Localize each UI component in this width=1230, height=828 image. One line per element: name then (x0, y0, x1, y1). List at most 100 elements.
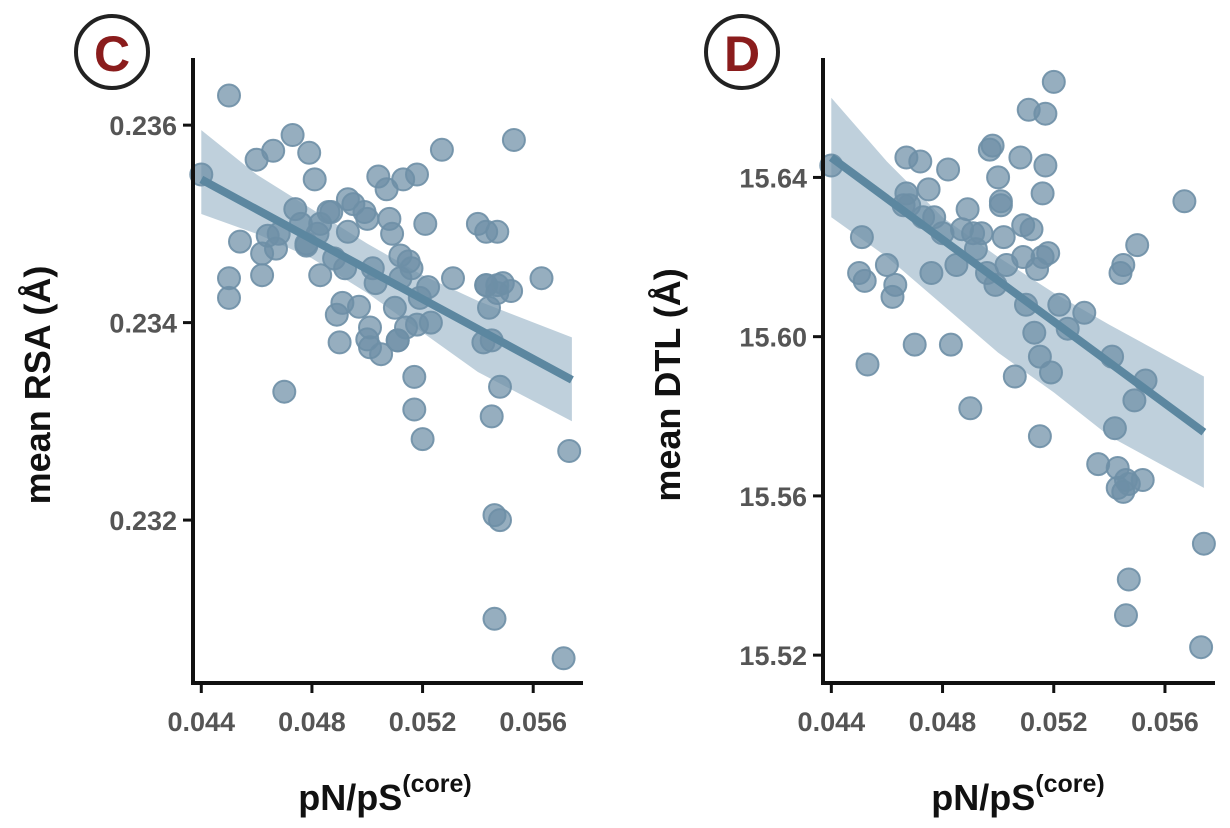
data-point (488, 508, 512, 533)
data-point (1086, 452, 1111, 477)
data-point (874, 253, 899, 277)
y-tick-label: 0.232 (109, 506, 177, 536)
panel-d-dtl-chart: D mean DTL (Å) pN/pS(core) 0.044 0.048 0.0… (647, 14, 1216, 818)
data-point (1072, 300, 1097, 325)
data-point (916, 177, 941, 202)
x-tick-label: 0.048 (278, 707, 346, 737)
data-point (1172, 189, 1197, 214)
data-point (327, 330, 352, 355)
data-point (217, 285, 241, 310)
data-point (382, 295, 407, 320)
data-point (488, 374, 512, 399)
data-point (499, 279, 524, 303)
data-point (319, 200, 344, 224)
data-point (529, 266, 554, 291)
y-axis-title: mean DTL (Å) (647, 268, 688, 501)
data-point (1019, 217, 1044, 242)
data-point (908, 149, 933, 174)
x-tick-label: 0.044 (168, 707, 236, 737)
data-point (441, 266, 465, 291)
data-point (849, 225, 874, 250)
x-axis-title-main: pN/pS (298, 777, 402, 818)
data-point (1047, 292, 1072, 317)
data-point (955, 197, 980, 222)
data-point (297, 140, 322, 165)
panel-label-d: D (724, 26, 760, 82)
data-point (980, 133, 1005, 158)
data-point (1036, 241, 1061, 266)
data-point (958, 396, 983, 421)
regression-line (828, 154, 1207, 436)
data-point (855, 352, 880, 377)
data-point (1033, 153, 1058, 178)
data-point (1130, 468, 1155, 492)
y-axis-title: mean RSA (Å) (17, 266, 58, 505)
data-point (358, 315, 382, 340)
panel-label-circle (704, 14, 780, 90)
data-point (308, 263, 333, 288)
data-point (250, 263, 275, 288)
x-axis-title-main: pN/pS (931, 777, 1035, 818)
x-tick-label: 0.052 (1020, 707, 1088, 737)
data-point (1002, 364, 1027, 389)
data-point (429, 137, 454, 162)
data-point (551, 646, 576, 671)
data-point (485, 219, 510, 244)
x-tick-label: 0.048 (909, 707, 977, 737)
data-point (501, 128, 526, 152)
data-point (1027, 424, 1052, 449)
x-axis-title: pN/pS(core) (931, 770, 1104, 818)
data-point (347, 294, 371, 319)
y-tick-label: 15.52 (739, 641, 807, 671)
data-point (1122, 388, 1147, 413)
data-point (402, 397, 427, 422)
data-point (883, 272, 908, 297)
data-point (261, 138, 286, 163)
panel-label-badge-c: C (74, 14, 150, 90)
data-point (938, 332, 963, 357)
data-point (228, 229, 252, 254)
data-point (902, 332, 927, 357)
data-point (1191, 531, 1216, 556)
data-point (986, 165, 1011, 190)
data-point (369, 342, 394, 367)
panel-label-badge-d: D (704, 14, 780, 90)
data-point (1189, 635, 1214, 660)
data-point (557, 439, 582, 463)
data-point (355, 206, 380, 231)
data-point (1125, 233, 1150, 258)
data-point (1111, 253, 1136, 277)
data-point (1022, 320, 1047, 345)
data-point (302, 167, 327, 192)
y-tick-label: 15.64 (739, 163, 807, 193)
y-tick-label: 0.236 (109, 111, 177, 141)
data-point (402, 364, 427, 389)
panel-label-c: C (94, 26, 130, 82)
data-point (988, 193, 1013, 218)
y-tick-label: 15.56 (739, 482, 807, 512)
x-tick-label: 0.056 (1131, 707, 1199, 737)
data-point (852, 268, 877, 293)
data-point (380, 221, 405, 246)
data-point (272, 379, 297, 404)
x-tick-label: 0.056 (499, 707, 567, 737)
panel-label-circle (74, 14, 150, 90)
data-point (217, 83, 241, 108)
x-tick-label: 0.052 (389, 707, 457, 737)
data-point (399, 256, 424, 281)
data-point (335, 219, 360, 244)
x-axis-title-superscript: (core) (1035, 770, 1104, 798)
data-point (410, 427, 435, 452)
x-tick-label: 0.044 (798, 707, 866, 737)
x-axis-title: pN/pS(core) (298, 770, 471, 818)
data-point (1008, 145, 1033, 170)
data-point (418, 310, 443, 335)
data-point (1041, 69, 1066, 94)
data-point (991, 225, 1016, 250)
data-point (1039, 360, 1063, 385)
data-point (1030, 181, 1055, 206)
y-tick-label: 15.60 (739, 323, 807, 353)
data-point (969, 221, 994, 246)
panel-c-rsa-chart: C mean RSA (Å) pN/pS(core) 0.044 0.048 0.0… (17, 14, 583, 818)
